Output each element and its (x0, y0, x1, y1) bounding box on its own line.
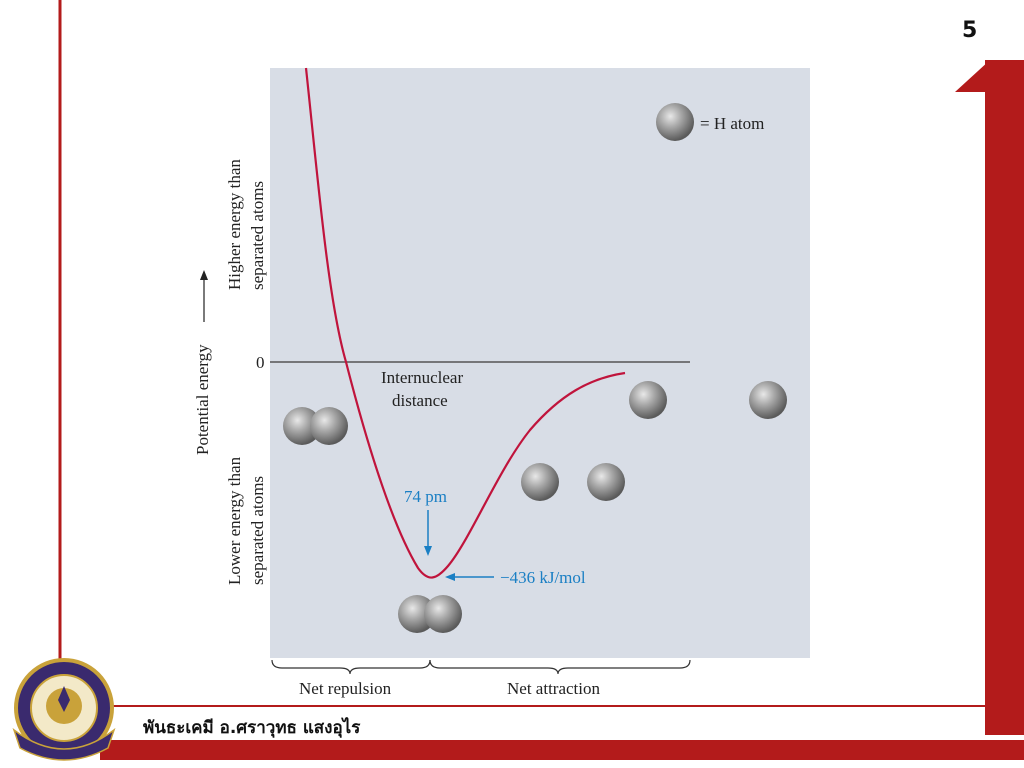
legend-h-atom-icon (656, 103, 694, 141)
bond-energy-label: −436 kJ/mol (500, 568, 586, 587)
h-atom-approaching (521, 463, 559, 501)
diagram-panel (270, 68, 810, 658)
y-axis-arrow (200, 270, 208, 322)
svg-text:separated atoms: separated atoms (248, 181, 267, 290)
svg-text:Potential energy: Potential energy (193, 344, 212, 455)
bond-length-arrow (424, 510, 432, 556)
h-atom-approaching (587, 463, 625, 501)
zero-label: 0 (256, 353, 265, 372)
bond-energy-arrow (445, 573, 494, 581)
svg-text:Lower energy than: Lower energy than (225, 456, 244, 585)
slide-number: 5 (962, 18, 978, 43)
h-atom-far (749, 381, 787, 419)
legend-label: = H atom (700, 114, 764, 133)
right-accent-bar (985, 60, 1024, 735)
svg-text:Higher energy than: Higher energy than (225, 159, 244, 290)
bond-length-label: 74 pm (404, 487, 447, 506)
h2-molecule-icon (398, 595, 462, 633)
internuclear-label-line2: distance (392, 391, 448, 410)
net-attraction-label: Net attraction (507, 679, 600, 698)
y-axis-label: Potential energy (193, 344, 212, 455)
potential-energy-curve (304, 67, 626, 579)
right-accent-tab (955, 60, 990, 92)
h-atom-far (629, 381, 667, 419)
university-seal-logo (12, 658, 116, 761)
footer-title: พันธะเคมี อ.ศราวุทธ แสงอุไร (143, 718, 361, 738)
net-attraction-bracket (429, 659, 691, 675)
net-repulsion-label: Net repulsion (299, 679, 392, 698)
net-repulsion-bracket (271, 659, 431, 675)
svg-text:separated atoms: separated atoms (248, 476, 267, 585)
lower-energy-label: Lower energy than separated atoms (225, 456, 267, 585)
internuclear-label-line1: Internuclear (381, 368, 463, 387)
h2-compressed-molecule-icon (283, 407, 348, 445)
bottom-accent-bar (100, 740, 1024, 760)
higher-energy-label: Higher energy than separated atoms (225, 159, 267, 290)
